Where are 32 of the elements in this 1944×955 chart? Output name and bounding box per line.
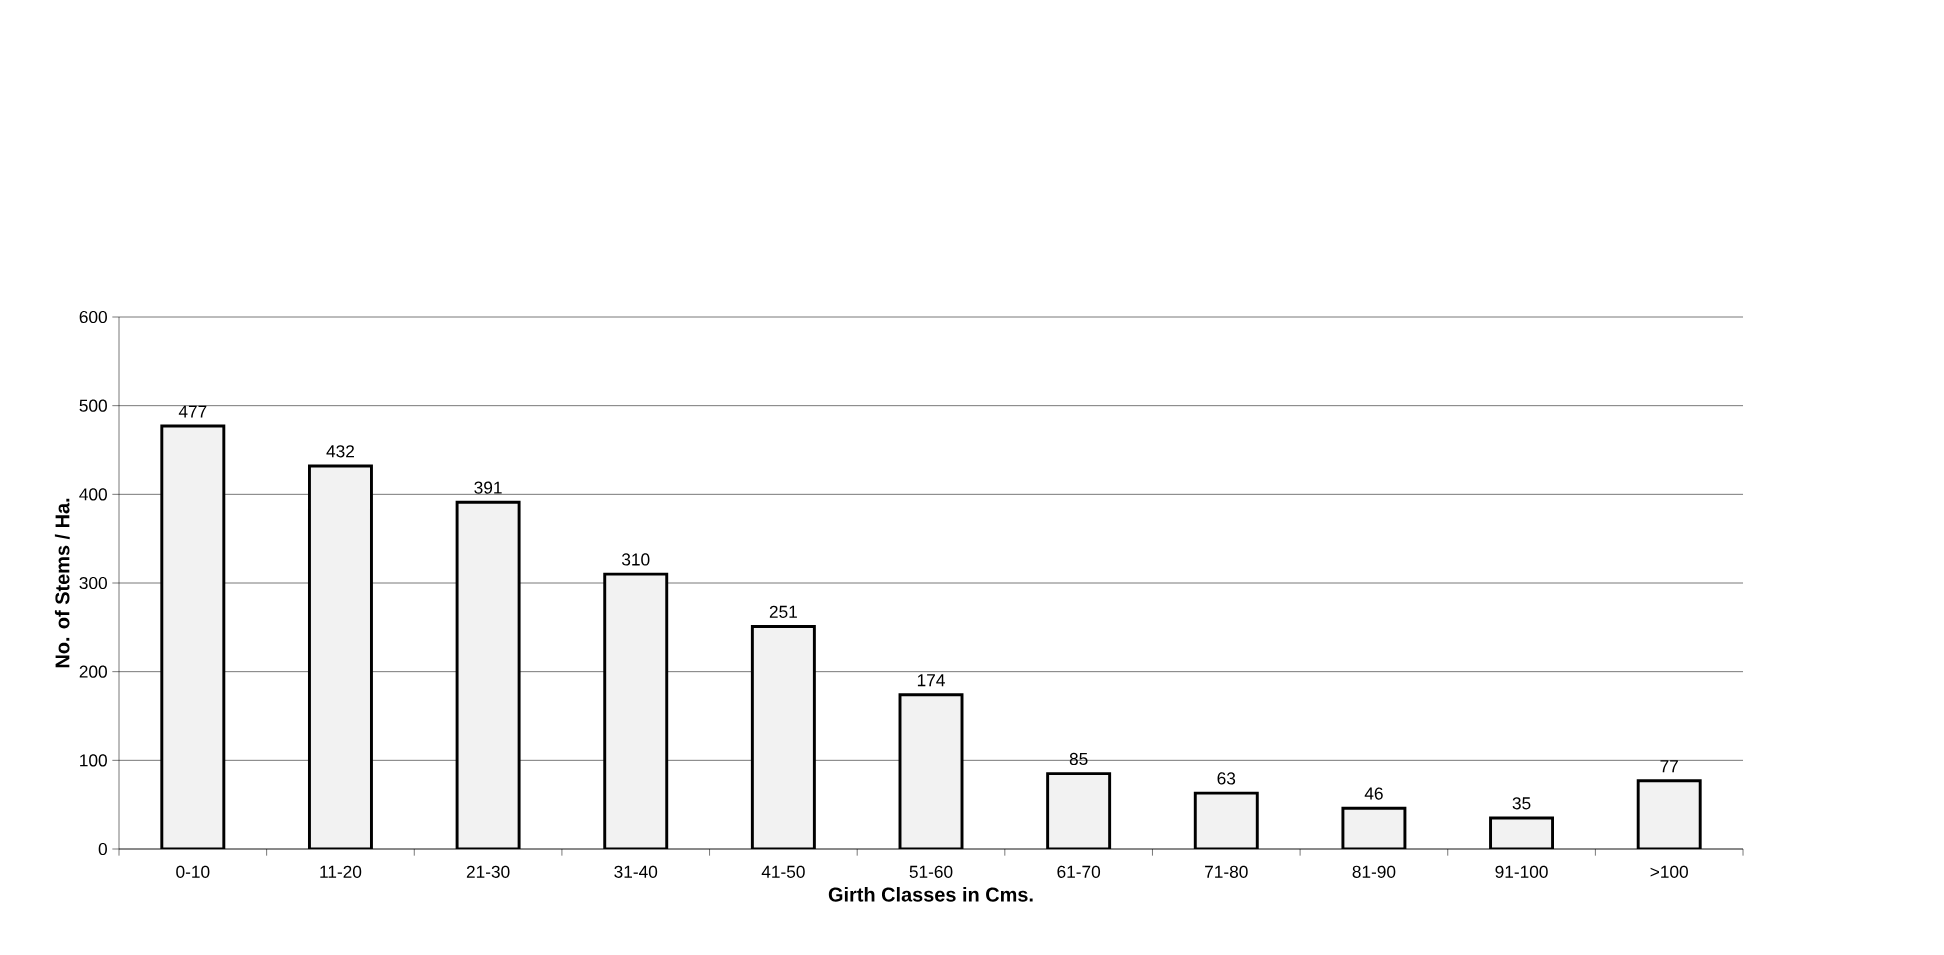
data-label: 35	[1512, 797, 1531, 810]
y-axis-title: No. of Stems / Ha.	[54, 498, 70, 668]
y-tick-label: 0	[98, 842, 107, 856]
data-label: 477	[178, 405, 207, 418]
y-tick-label: 500	[79, 399, 107, 412]
x-tick-label: 71-80	[1205, 865, 1248, 878]
data-label: 310	[621, 553, 650, 566]
data-label: 391	[474, 481, 502, 494]
data-label: 432	[326, 445, 354, 458]
x-tick-label: 31-40	[614, 865, 658, 878]
x-tick-label: 41-50	[761, 865, 805, 878]
data-label: 63	[1217, 772, 1236, 785]
data-label: 174	[917, 674, 945, 687]
x-tick-label: 21-30	[466, 865, 510, 878]
y-tick-label: 400	[79, 488, 107, 501]
y-tick-label: 200	[79, 665, 107, 678]
data-label: 46	[1364, 787, 1383, 800]
x-axis-title: Girth Classes in Cms.	[828, 887, 1033, 902]
bar	[898, 693, 964, 849]
x-tick-label: 91-100	[1495, 865, 1548, 878]
x-tick-label: 51-60	[909, 865, 953, 878]
x-tick-label: 11-20	[320, 865, 362, 878]
x-tick-label: 0-10	[176, 865, 210, 878]
x-tick-label: 81-90	[1352, 865, 1396, 878]
x-tick-label: >100	[1650, 865, 1688, 878]
x-tick-label: 61-70	[1057, 865, 1101, 878]
data-label: 251	[769, 605, 797, 618]
y-tick-label: 600	[79, 310, 107, 324]
y-tick-label: 300	[79, 576, 107, 590]
data-label: 85	[1069, 752, 1088, 766]
y-tick-label: 100	[80, 754, 107, 767]
data-label: 77	[1660, 760, 1678, 773]
